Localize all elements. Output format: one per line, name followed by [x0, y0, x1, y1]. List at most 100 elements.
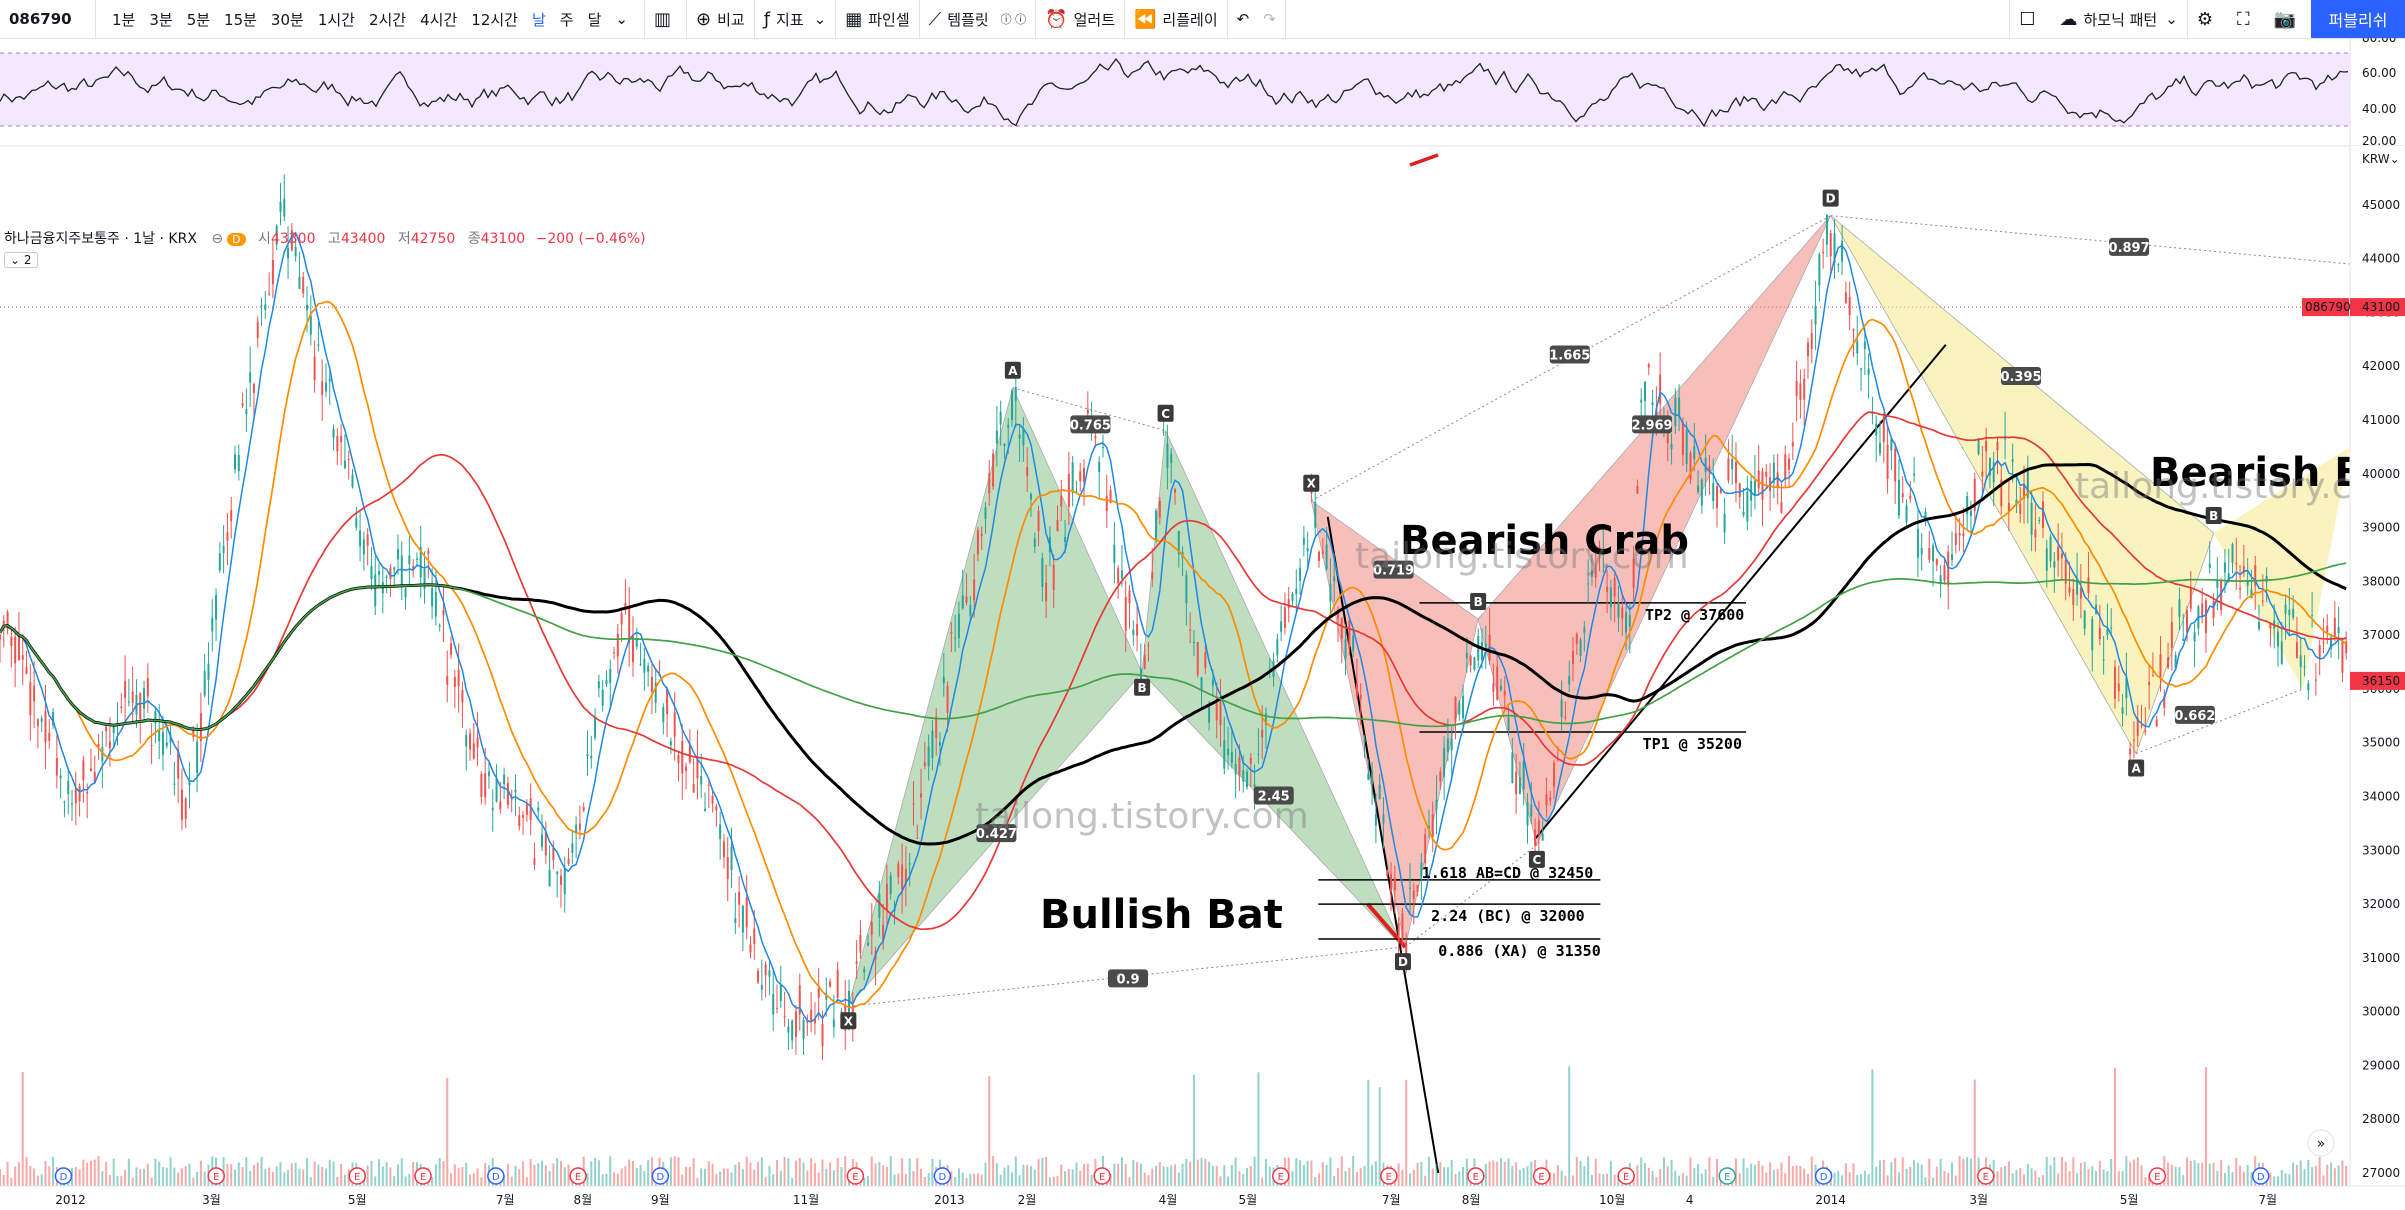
volume-bar — [2189, 1161, 2192, 1186]
volume-bar — [1287, 1157, 1290, 1186]
point-label-bg — [1528, 850, 1545, 868]
candle-body — [605, 679, 608, 685]
template-toggle-icon[interactable]: ⓘ ⓘ — [1000, 13, 1027, 26]
timeframe-11[interactable]: 달 — [587, 10, 602, 29]
candle-body — [2208, 563, 2211, 568]
volume-bar — [1674, 1170, 1677, 1186]
candle-body — [355, 517, 358, 528]
volume-bar — [404, 1176, 407, 1186]
candle-body — [245, 409, 248, 415]
volume-bar — [1003, 1167, 1006, 1186]
compare-button[interactable]: ⊕ 비교 — [687, 0, 755, 38]
candle-body — [2079, 587, 2082, 599]
screenshot-button[interactable]: 📷 — [2265, 0, 2311, 38]
volume-bar — [1909, 1166, 1912, 1186]
candle-body — [146, 677, 149, 697]
settings-button[interactable]: ⚙ — [2188, 0, 2228, 38]
timeframe-3[interactable]: 15분 — [224, 10, 257, 29]
ratio-label: 2.45 — [1258, 790, 1290, 805]
pine-button[interactable]: ▦ 파인셀 — [836, 0, 920, 38]
candle-body — [1806, 342, 1809, 357]
indicators-button[interactable]: ƒ 지표 ⌄ — [755, 0, 837, 38]
timeframe-0[interactable]: 1분 — [112, 10, 136, 29]
replay-button[interactable]: ⏪ 리플레이 — [1125, 0, 1228, 38]
volume-bar — [33, 1168, 36, 1186]
harmonic-label: 하모닉 패턴 — [2083, 10, 2158, 29]
candle-body — [2049, 536, 2052, 561]
volume-bar — [1579, 1161, 1582, 1186]
candle-body — [1587, 583, 1590, 585]
alert-button[interactable]: ⏰ 얼러트 — [1036, 0, 1125, 38]
volume-bar — [1162, 1166, 1165, 1186]
undo-icon[interactable]: ↶ — [1236, 10, 1250, 28]
volume-bar — [165, 1167, 168, 1186]
timeframe-7[interactable]: 4시간 — [420, 10, 458, 29]
volume-bar — [719, 1171, 722, 1186]
candle-body — [681, 740, 684, 774]
price-chart[interactable]: 80.00 60.00 40.00 20.00 1.618 AB=CD @ 32450… — [0, 38, 2405, 1210]
timeframe-10[interactable]: 주 — [559, 10, 574, 29]
candle-body — [249, 372, 252, 383]
candle-body — [1613, 577, 1616, 597]
candle-body — [832, 1019, 835, 1028]
symbol-search[interactable]: 086790 — [0, 0, 96, 38]
candle-body — [1647, 364, 1650, 368]
candle-body — [1481, 642, 1484, 661]
candle-body — [173, 783, 176, 785]
candle-body — [1052, 564, 1055, 591]
volume-bar — [647, 1160, 650, 1186]
legend-collapse-toggle[interactable]: ⌄ 2 — [4, 252, 38, 268]
timeframe-1[interactable]: 3분 — [149, 10, 173, 29]
timeframe-4[interactable]: 30분 — [270, 10, 304, 29]
volume-bar — [1954, 1175, 1957, 1186]
volume-bar — [2064, 1161, 2067, 1186]
redo-icon[interactable]: ↷ — [1263, 10, 1276, 28]
legend-dot-toggle[interactable]: ⊖ — [211, 231, 224, 247]
fullscreen-button[interactable]: ⛶ — [2228, 0, 2265, 38]
pattern-title: Bearish Crab — [1400, 518, 1689, 564]
volume-bar — [328, 1159, 331, 1186]
candle-body — [6, 611, 9, 629]
templates-button[interactable]: ⟋ 템플릿 ⓘ ⓘ — [920, 0, 1037, 38]
volume-bar — [294, 1162, 297, 1186]
candle-body — [67, 780, 70, 795]
candle-body — [306, 304, 309, 311]
volume-bar — [131, 1177, 134, 1186]
volume-bar — [146, 1163, 149, 1186]
candle-body — [1196, 642, 1199, 676]
timeframe-chevron-icon[interactable]: ⌄ — [615, 10, 628, 28]
timeframe-5[interactable]: 1시간 — [317, 10, 355, 29]
volume-bar — [882, 1165, 885, 1186]
event-marker — [2251, 1167, 2270, 1185]
candle-body — [995, 430, 998, 444]
timeframe-6[interactable]: 2시간 — [368, 10, 407, 29]
timeframe-9[interactable]: 날 — [531, 10, 546, 29]
low-label: 저 — [397, 231, 411, 247]
candle-body — [666, 688, 669, 715]
chart-type-button[interactable]: ▥ — [645, 0, 687, 38]
candle-body — [2311, 614, 2314, 616]
candle-body — [802, 1019, 805, 1039]
rsi-pane: 80.00 60.00 40.00 20.00 — [0, 38, 2405, 167]
harmonic-button[interactable]: ☁ 하모닉 패턴 ⌄ — [2050, 0, 2188, 38]
volume-bar — [813, 1162, 816, 1186]
volume-bar — [2333, 1168, 2336, 1186]
volume-bar — [1075, 1162, 1078, 1186]
volume-bar — [1344, 1170, 1347, 1186]
publish-button[interactable]: 퍼블리쉬 — [2311, 0, 2405, 38]
candle-body — [1211, 679, 1214, 686]
candle-body — [1109, 490, 1112, 503]
candle-body — [1446, 738, 1449, 752]
layout-button[interactable]: ☐ — [2009, 0, 2050, 38]
timeframe-8[interactable]: 12시간 — [471, 10, 518, 29]
volume-bar — [866, 1175, 869, 1186]
candle-body — [673, 712, 676, 737]
volume-bar — [1363, 1165, 1366, 1186]
candle-body — [457, 670, 460, 687]
timeframe-2[interactable]: 5분 — [186, 10, 211, 29]
candle-body — [1939, 575, 1942, 585]
volume-bar — [1863, 1170, 1866, 1186]
volume-bar — [1170, 1165, 1173, 1186]
volume-bar — [552, 1163, 555, 1186]
candle-body — [1617, 602, 1620, 618]
